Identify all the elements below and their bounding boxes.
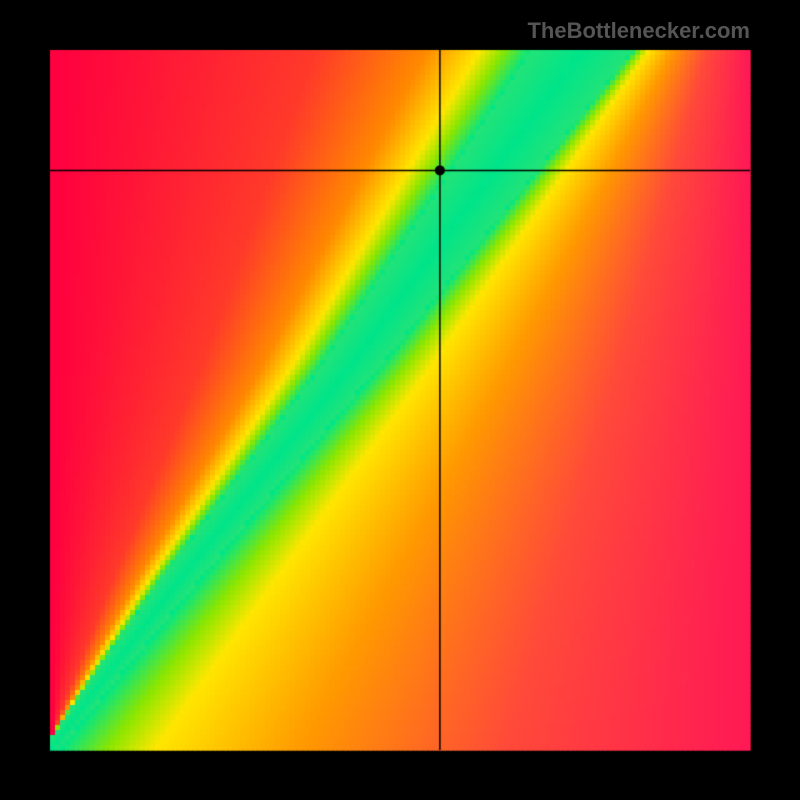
bottleneck-heatmap [0, 0, 800, 800]
chart-container: TheBottlenecker.com [0, 0, 800, 800]
watermark-text: TheBottlenecker.com [527, 18, 750, 44]
